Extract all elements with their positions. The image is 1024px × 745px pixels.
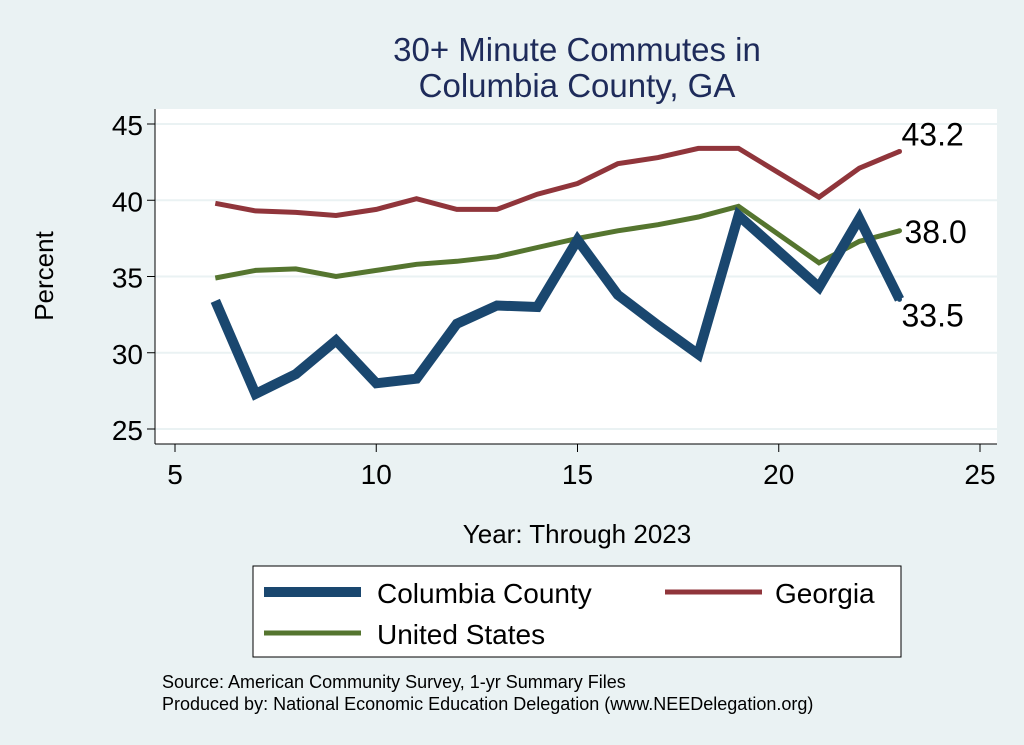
end-label-united-states: 38.0 [905, 214, 967, 250]
series-lines [210, 145, 904, 401]
series-line-united-states [214, 203, 901, 281]
x-tick-label-5: 5 [167, 459, 183, 490]
y-tick-label-40: 40 [112, 186, 143, 217]
series-line-columbia-county [210, 206, 904, 401]
end-label-columbia-county: 33.5 [902, 297, 964, 333]
end-marker-columbia-county [897, 296, 902, 302]
y-axis-title: Percent [29, 230, 59, 320]
grid-lines [155, 123, 997, 430]
chart-title-line-1: 30+ Minute Commutes in [393, 31, 761, 68]
x-axis-title: Year: Through 2023 [463, 519, 691, 549]
y-tick-label-35: 35 [112, 263, 143, 294]
y-tick-label-45: 45 [112, 110, 143, 141]
end-marker-georgia [897, 148, 902, 154]
y-axis-ticks: 25 30 35 40 45 [112, 110, 155, 446]
x-axis-ticks: 5 10 15 20 25 [167, 444, 996, 490]
legend-label-georgia: Georgia [775, 578, 875, 609]
y-tick-label-25: 25 [112, 415, 143, 446]
series-line-georgia [214, 145, 901, 219]
chart-title-line-2: Columbia County, GA [419, 67, 736, 104]
legend-box [252, 565, 902, 658]
x-tick-label-10: 10 [361, 459, 392, 490]
x-tick-label-20: 20 [763, 459, 794, 490]
x-tick-label-25: 25 [964, 459, 995, 490]
end-marker-united-states [897, 228, 902, 234]
y-tick-label-30: 30 [112, 339, 143, 370]
end-labels: 33.5 43.2 38.0 [902, 116, 967, 333]
legend-label-columbia-county: Columbia County [377, 578, 592, 609]
x-tick-label-15: 15 [562, 459, 593, 490]
legend: Columbia County Georgia United States [264, 578, 875, 650]
end-label-georgia: 43.2 [902, 116, 964, 152]
producer-note: Produced by: National Economic Education… [162, 694, 813, 714]
source-note: Source: American Community Survey, 1-yr … [162, 672, 626, 692]
legend-label-united-states: United States [377, 619, 545, 650]
